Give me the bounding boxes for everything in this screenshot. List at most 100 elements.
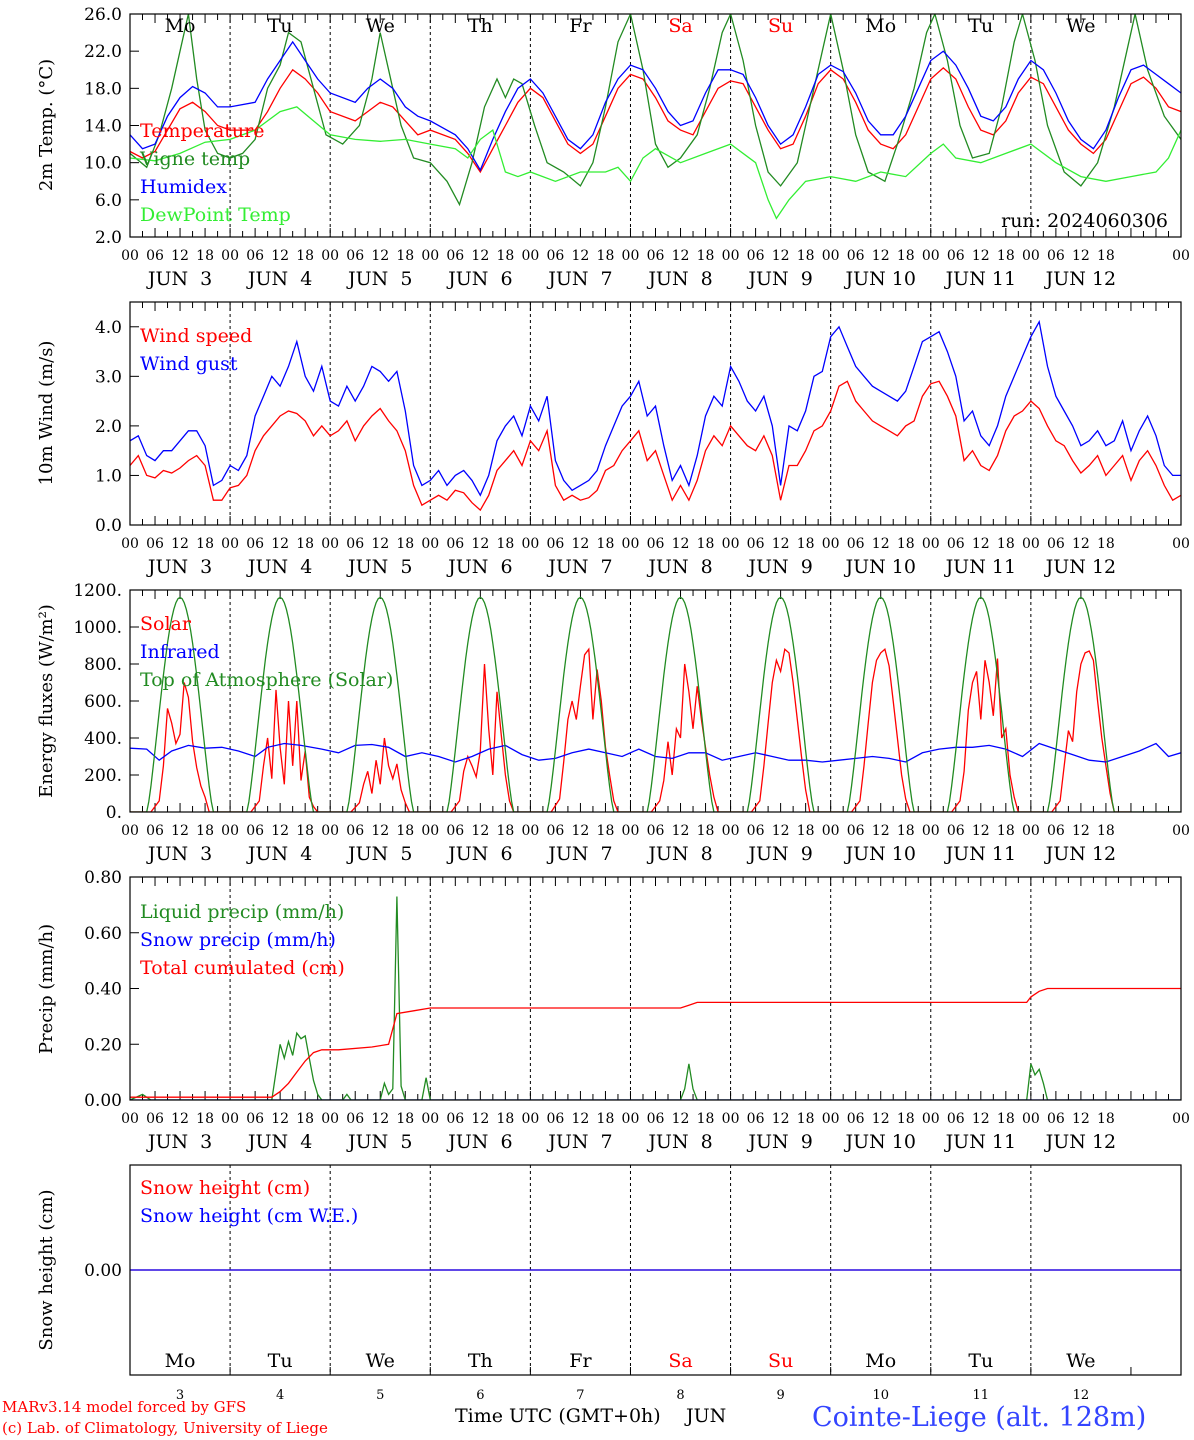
hour-label: 00	[1172, 536, 1190, 552]
hour-label: 00	[922, 1111, 940, 1127]
hour-label: 18	[897, 536, 915, 552]
hour-label: 12	[1072, 823, 1090, 839]
hour-label: 12	[772, 536, 790, 552]
date-label: JUN 5	[346, 556, 412, 578]
hour-label: 06	[747, 1111, 765, 1127]
hour-label: 06	[847, 1111, 865, 1127]
hour-label: 12	[572, 248, 590, 264]
series-line-1	[130, 380, 1181, 512]
y-tick-label: 0.	[106, 803, 122, 823]
date-label: JUN 4	[246, 268, 312, 290]
plot-area	[130, 896, 1181, 1100]
legend-entry: Snow height (cm)	[140, 1177, 310, 1199]
hour-label: 06	[647, 536, 665, 552]
hour-label: 18	[997, 1111, 1015, 1127]
hour-label: 00	[722, 536, 740, 552]
hour-label: 06	[246, 1111, 264, 1127]
hour-label: 12	[772, 1111, 790, 1127]
hour-label: 06	[446, 823, 464, 839]
date-label: JUN 8	[646, 1131, 712, 1153]
date-label: JUN 9	[746, 268, 812, 290]
series-line-2	[130, 14, 1181, 207]
y-tick-label: 600.	[84, 692, 122, 712]
date-label: JUN 3	[146, 268, 212, 290]
hour-label: 00	[421, 536, 439, 552]
hour-label: 12	[371, 248, 389, 264]
hour-label: 12	[772, 823, 790, 839]
day-of-week-label: Su	[768, 1350, 793, 1372]
y-tick-label: 0.0	[95, 516, 122, 536]
y-tick-label: 800.	[84, 655, 122, 675]
hour-label: 12	[171, 823, 189, 839]
hour-label: 18	[697, 536, 715, 552]
hour-label: 06	[647, 823, 665, 839]
y-tick-label: 1.0	[95, 466, 122, 486]
run-annotation: run: 2024060306	[1001, 210, 1168, 232]
date-label: JUN 6	[446, 1131, 512, 1153]
hour-label: 00	[1022, 1111, 1040, 1127]
day-of-week-label: Fr	[569, 15, 592, 37]
date-number-label: 9	[776, 1388, 784, 1403]
hour-label: 18	[296, 536, 314, 552]
hour-label: 00	[521, 248, 539, 264]
y-tick-label: 0.00	[84, 1091, 122, 1111]
hour-label: 12	[171, 248, 189, 264]
hour-label: 06	[647, 248, 665, 264]
hour-label: 00	[521, 1111, 539, 1127]
date-label: JUN 6	[446, 556, 512, 578]
hour-label: 18	[196, 823, 214, 839]
hour-label: 18	[797, 823, 815, 839]
hour-label: 06	[446, 248, 464, 264]
panel-4: 0.00 0.20 0.40 0.60 0.80 Precip (mm/h) Liquid …	[36, 868, 1190, 1153]
date-label: JUN 7	[546, 1131, 612, 1153]
y-tick-label: 200.	[84, 766, 122, 786]
plot-area	[130, 14, 1181, 220]
hour-label: 00	[922, 536, 940, 552]
hour-label: 00	[321, 823, 339, 839]
date-label: JUN 11	[944, 556, 1016, 578]
hour-label: 18	[1097, 1111, 1115, 1127]
hour-label: 18	[697, 248, 715, 264]
date-label: JUN 7	[546, 556, 612, 578]
y-axis-title: 10m Wind (m/s)	[36, 341, 57, 486]
hour-label: 12	[1072, 248, 1090, 264]
panel-3: 0. 200. 400. 600. 800. 1000. 1200. Energy fluxe…	[36, 581, 1190, 865]
hour-label: 06	[246, 536, 264, 552]
hour-label: 00	[221, 1111, 239, 1127]
hour-label: 00	[722, 1111, 740, 1127]
hour-label: 06	[847, 248, 865, 264]
hour-label: 00	[421, 823, 439, 839]
y-tick-label: 0.40	[84, 980, 122, 1000]
hour-label: 00	[1172, 248, 1190, 264]
hour-label: 00	[221, 536, 239, 552]
hour-label: 06	[146, 248, 164, 264]
hour-label: 00	[622, 1111, 640, 1127]
hour-label: 06	[747, 823, 765, 839]
station-name: Cointe-Liege (alt. 128m)	[812, 1402, 1147, 1433]
date-label: JUN 5	[346, 1131, 412, 1153]
series-line-2	[130, 319, 1181, 497]
hour-label: 18	[797, 536, 815, 552]
y-tick-label: 400.	[84, 729, 122, 749]
date-label: JUN 7	[546, 268, 612, 290]
hour-label: 18	[997, 536, 1015, 552]
hour-label: 12	[1072, 536, 1090, 552]
hour-label: 18	[897, 823, 915, 839]
day-of-week-label: Tu	[268, 15, 293, 37]
model-credit: MARv3.14 model forced by GFS	[2, 1398, 247, 1416]
date-label: JUN 3	[146, 556, 212, 578]
y-axis-title: Snow height (cm)	[36, 1189, 57, 1350]
hour-label: 06	[747, 536, 765, 552]
hour-label: 12	[471, 1111, 489, 1127]
hour-label: 12	[972, 248, 990, 264]
date-label: JUN 3	[146, 843, 212, 865]
hour-label: 06	[146, 1111, 164, 1127]
date-label: JUN 11	[944, 843, 1016, 865]
hour-label: 12	[672, 823, 690, 839]
hour-label: 06	[346, 1111, 364, 1127]
hour-label: 00	[622, 536, 640, 552]
hour-label: 18	[1097, 536, 1115, 552]
y-tick-label: 0.20	[84, 1035, 122, 1055]
hour-label: 18	[697, 1111, 715, 1127]
date-label: JUN 10	[843, 843, 915, 865]
